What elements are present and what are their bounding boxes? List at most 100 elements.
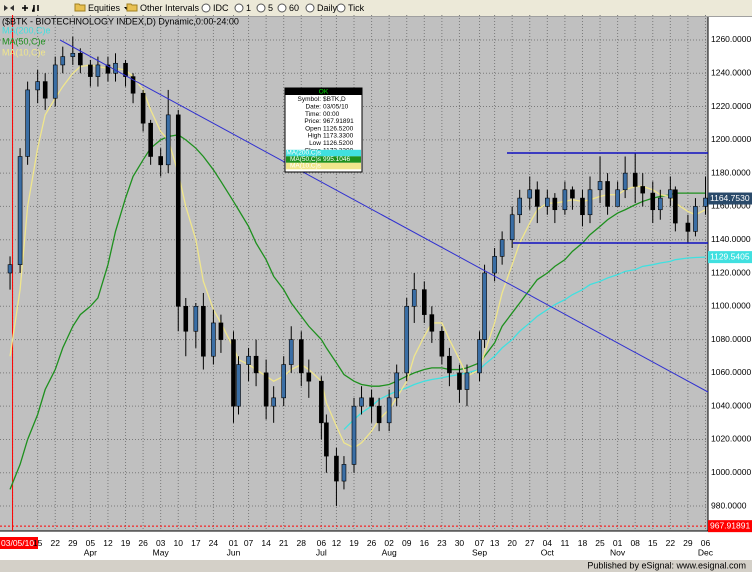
toolbar-button[interactable]: 5 [268, 3, 273, 13]
candle-body [359, 397, 364, 407]
toolbar-button[interactable]: 60 [289, 3, 299, 13]
candle-body [650, 192, 656, 211]
interval-icon[interactable] [256, 3, 266, 13]
x-tick-label: 19 [121, 538, 131, 548]
y-tick-label: 1060.0000 [711, 367, 751, 377]
data-window-label: Symbol: [298, 96, 322, 103]
y-tick-label: 1200.0000 [711, 134, 751, 144]
candle-body [457, 372, 462, 390]
toolbar-border [0, 16, 752, 17]
candle-body [685, 222, 691, 232]
candle-body [615, 189, 620, 207]
data-window-label: MA(50,C)s [290, 156, 322, 163]
candle-body [482, 272, 487, 340]
toolbar-button[interactable]: IDC [213, 3, 229, 13]
candle-body [369, 397, 374, 407]
data-window-value: 1126.5200 [323, 125, 354, 132]
candle-body [562, 189, 568, 211]
toolbar [0, 0, 752, 16]
candle-body [693, 206, 698, 232]
candle-body [447, 355, 452, 374]
data-window-value: 1173.3300 [323, 133, 354, 140]
x-tick-label: 07 [244, 538, 254, 548]
toolbar-button[interactable]: Other Intervals [140, 3, 200, 13]
candle-body [404, 305, 410, 374]
x-tick-label: 03 [156, 538, 166, 548]
toolbar-button[interactable]: Daily [317, 3, 338, 13]
data-window-value: 995.1046 [323, 156, 350, 163]
x-tick-label: 13 [490, 538, 500, 548]
candle-body [464, 372, 470, 390]
candle-body [341, 464, 347, 482]
candle-body [88, 64, 93, 77]
nav-icons[interactable] [4, 5, 14, 11]
candle-body [622, 172, 628, 191]
candle-body [175, 114, 181, 307]
interval-icon[interactable] [305, 3, 315, 13]
toolbar-button[interactable]: Equities [88, 3, 121, 13]
price-marker [708, 192, 752, 205]
candle-body [386, 397, 392, 424]
folder-icon[interactable] [126, 3, 138, 12]
toolbar-button[interactable]: Tick [348, 3, 365, 13]
y-tick-label: 1100.0000 [711, 301, 751, 311]
x-tick-label: 16 [420, 538, 430, 548]
candle-body [140, 92, 146, 124]
legend-entry: MA(10,C)e [2, 47, 46, 57]
candle-body [439, 330, 445, 357]
x-tick-label: 01 [613, 538, 623, 548]
data-window-value: $BTK,D [323, 96, 346, 103]
folder-icon[interactable] [74, 3, 86, 12]
plot [0, 15, 708, 531]
candle-body [632, 172, 638, 187]
candle-body [271, 397, 276, 407]
candle-body [517, 197, 523, 216]
x-tick-label: 17 [191, 538, 201, 548]
interval-icon[interactable] [277, 3, 287, 13]
data-window-label: Open [305, 125, 321, 132]
candle-body [319, 380, 324, 424]
candle-body [334, 455, 339, 482]
interval-icon[interactable] [201, 3, 211, 13]
x-tick-label: 12 [103, 538, 113, 548]
y-tick-label: 1240.0000 [711, 68, 751, 78]
candle-body [7, 264, 13, 274]
x-tick-label: 04 [543, 538, 553, 548]
candle-body [70, 52, 76, 57]
trend-line [59, 39, 709, 393]
data-window-value: 03/05/10 [323, 104, 349, 111]
y-tick-label: 1220.0000 [711, 101, 751, 111]
candle-body [534, 189, 540, 207]
toolbar-button[interactable]: 1 [246, 3, 251, 13]
candle-body [123, 62, 128, 77]
candle-body [492, 256, 497, 274]
x-tick-label: 06 [701, 538, 711, 548]
candle-body [236, 364, 241, 407]
data-window-ma-row [286, 149, 361, 157]
candle-body [148, 122, 153, 157]
month-label: Aug [382, 547, 397, 557]
x-tick-label: 07 [475, 538, 485, 548]
data-window-label: MA(10,C)s [290, 163, 322, 170]
candle-body [570, 189, 575, 199]
x-tick-label: 08 [630, 538, 640, 548]
interval-icon[interactable] [336, 3, 346, 13]
data-window-value: 00:00 [323, 111, 340, 118]
candle-body [130, 76, 136, 94]
y-tick-label: 1140.0000 [711, 234, 751, 244]
candle-body [640, 186, 646, 194]
x-tick-label: 21 [279, 538, 289, 548]
interval-icon[interactable] [234, 3, 244, 13]
x-tick-label: 27 [525, 538, 535, 548]
data-window-value: 967.91891 [323, 118, 354, 125]
candle-body [95, 64, 101, 77]
x-tick-label: 15 [33, 538, 43, 548]
y-tick-label: 1040.0000 [711, 400, 751, 410]
candle-body [42, 81, 48, 99]
y-tick-label: 1180.0000 [711, 167, 751, 177]
price-axis [708, 17, 752, 531]
tool-icons[interactable] [22, 5, 39, 12]
x-tick-label: 15 [648, 538, 658, 548]
